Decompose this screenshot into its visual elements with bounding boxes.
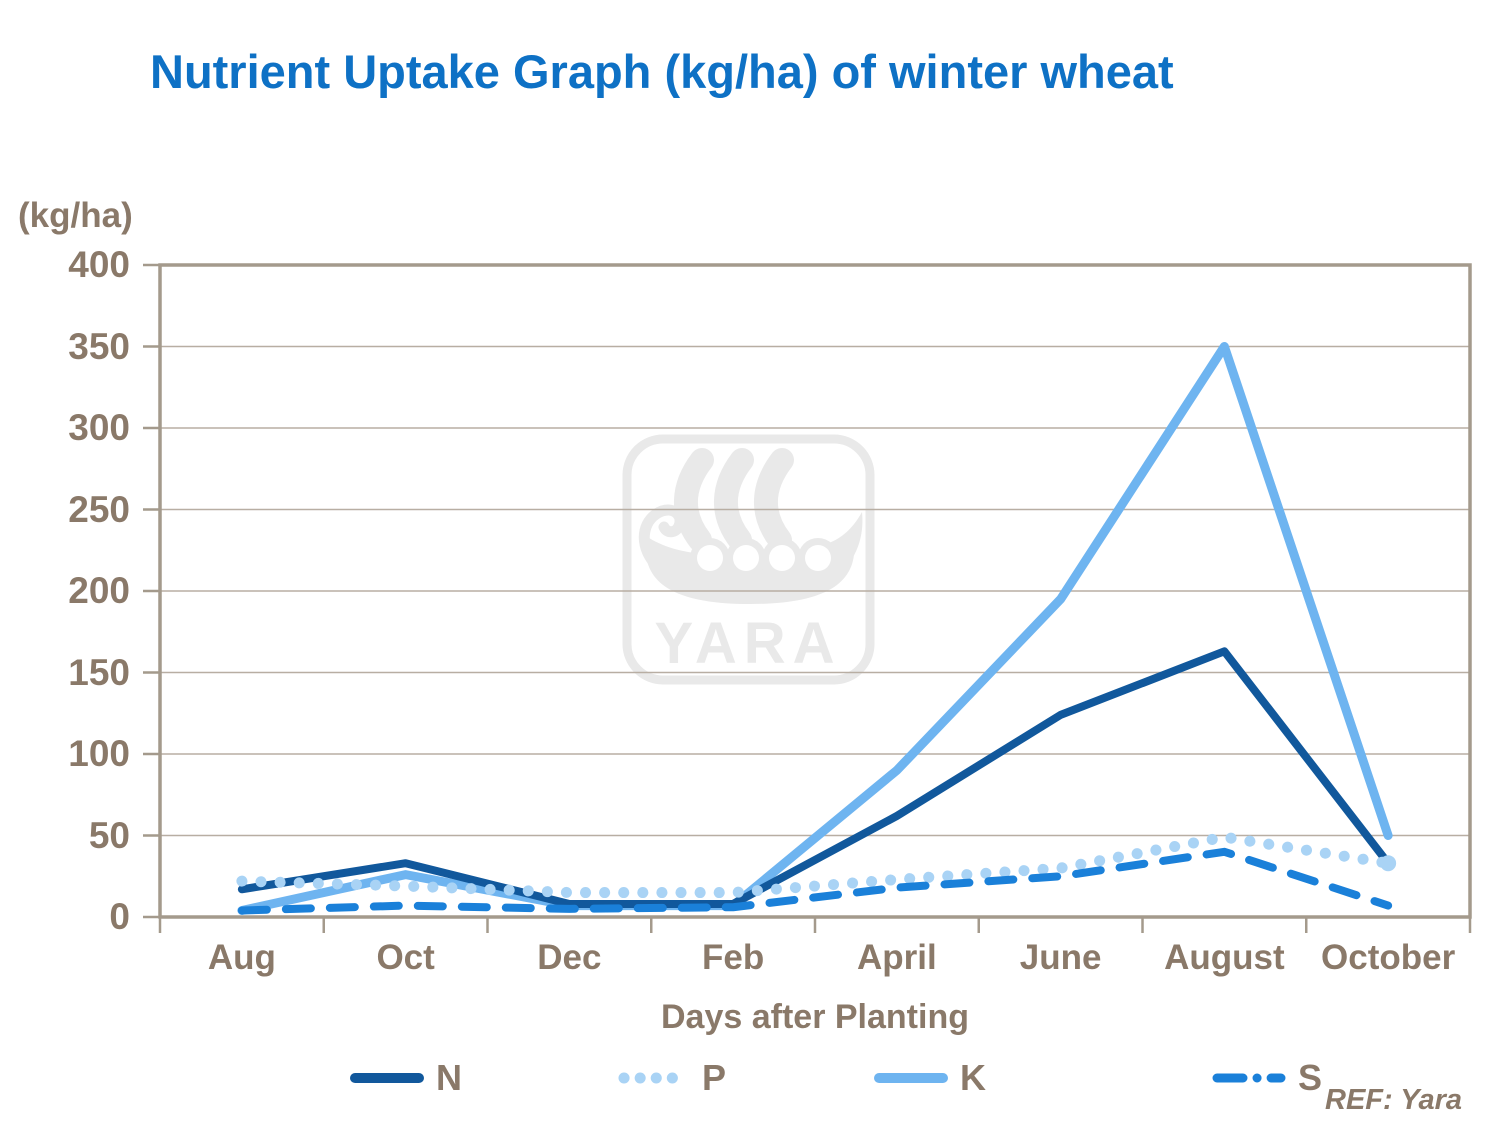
x-tick-label: Feb xyxy=(702,938,765,977)
x-axis-title: Days after Planting xyxy=(661,998,969,1036)
y-tick-label: 300 xyxy=(68,407,130,448)
legend-item-k: K xyxy=(874,1056,986,1100)
legend-label-k: K xyxy=(960,1057,986,1098)
axis-ticks xyxy=(143,263,1472,933)
gridlines xyxy=(160,345,1470,837)
x-tick-label: October xyxy=(1321,938,1456,977)
legend-item-n: N xyxy=(350,1056,462,1100)
legend-item-s: S xyxy=(1212,1056,1322,1100)
legend: N P K S xyxy=(0,1056,1500,1102)
y-tick-label: 150 xyxy=(68,651,130,693)
x-tick-label: August xyxy=(1164,938,1285,977)
legend-sample-k-line xyxy=(874,1073,948,1083)
legend-sample-n-line xyxy=(350,1073,424,1083)
series-line-p xyxy=(236,831,1394,899)
legend-label-n: N xyxy=(436,1057,462,1098)
x-tick-label: Aug xyxy=(207,938,276,977)
series-line-s xyxy=(237,847,1393,915)
y-tick-label: 350 xyxy=(68,325,130,367)
y-tick-label: 400 xyxy=(68,244,130,285)
yara-logo-watermark: YARA xyxy=(622,434,875,685)
y-tick-label: 0 xyxy=(109,896,130,937)
y-axis-unit-label: (kg/ha) xyxy=(18,196,133,235)
x-tick-label: April xyxy=(857,938,937,977)
x-tick-label: Dec xyxy=(537,938,602,977)
data-series xyxy=(236,342,1397,915)
x-tick-label: June xyxy=(1019,938,1102,977)
legend-sample-s-line xyxy=(1212,1073,1286,1083)
y-tick-label: 200 xyxy=(68,570,130,611)
legend-label-s: S xyxy=(1298,1057,1323,1098)
series-p-end-marker xyxy=(1380,855,1397,872)
y-tick-label: 250 xyxy=(68,488,130,530)
y-tick-label: 50 xyxy=(88,814,130,856)
legend-label-p: P xyxy=(702,1057,727,1098)
legend-item-p: P xyxy=(616,1056,726,1100)
series-line-k xyxy=(237,342,1393,915)
watermark-yara-text: YARA xyxy=(654,611,841,676)
legend-sample-p-line xyxy=(618,1072,690,1084)
series-line-n xyxy=(237,647,1393,908)
reference-note: REF: Yara xyxy=(1325,1084,1462,1116)
x-tick-label: Oct xyxy=(376,938,435,977)
y-tick-label: 100 xyxy=(68,733,130,774)
chart-title: Nutrient Uptake Graph (kg/ha) of winter … xyxy=(150,45,1174,98)
